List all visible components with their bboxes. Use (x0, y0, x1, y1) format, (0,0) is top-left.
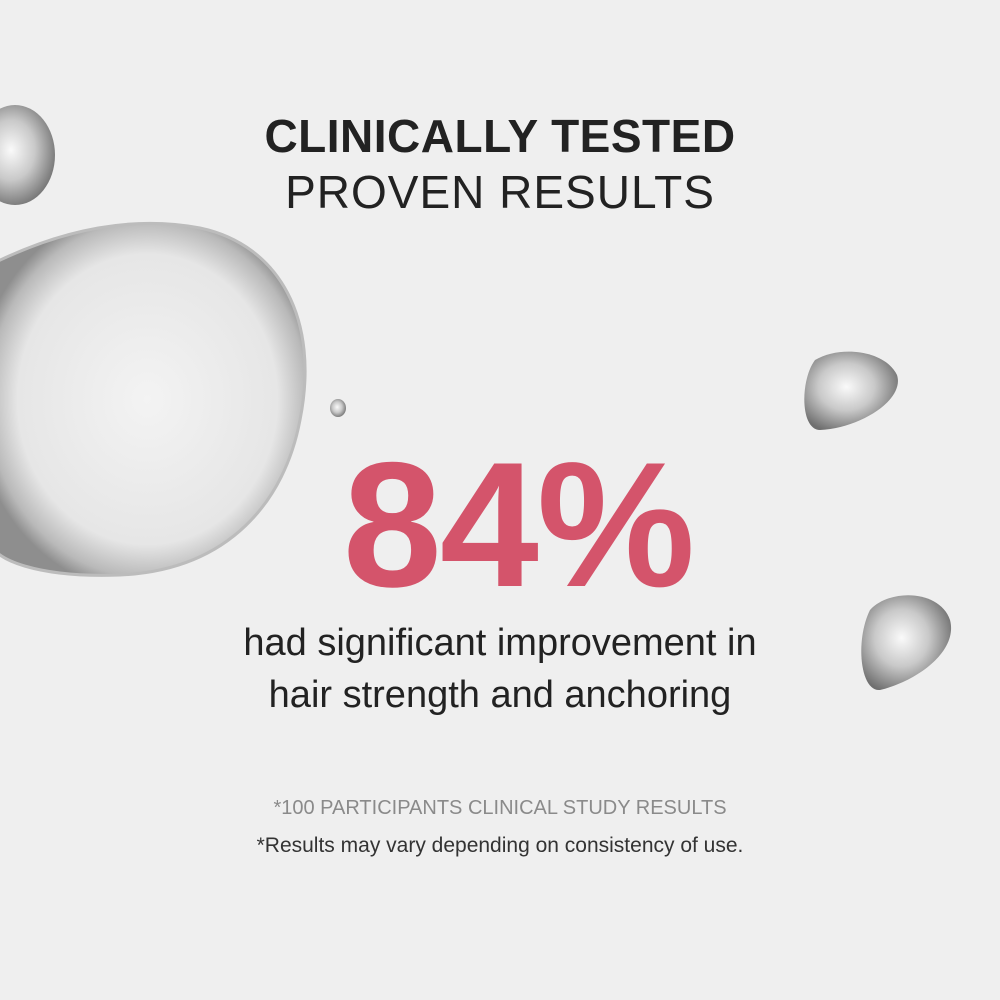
study-footnote: *100 PARTICIPANTS CLINICAL STUDY RESULTS (273, 797, 727, 819)
droplet-top-left (0, 105, 55, 205)
headline-line-2: PROVEN RESULTS (285, 166, 715, 218)
stat-percentage: 84% (342, 425, 695, 624)
description-line-1: had significant improvement in (243, 622, 757, 664)
droplet-right-top (804, 351, 898, 430)
headline-line-1: CLINICALLY TESTED (264, 110, 736, 162)
droplet-small (330, 399, 346, 417)
droplet-right-bottom (861, 595, 952, 691)
description-line-2: hair strength and anchoring (268, 674, 732, 716)
disclaimer-footnote: *Results may vary depending on consisten… (256, 834, 744, 857)
large-droplet (0, 221, 307, 577)
